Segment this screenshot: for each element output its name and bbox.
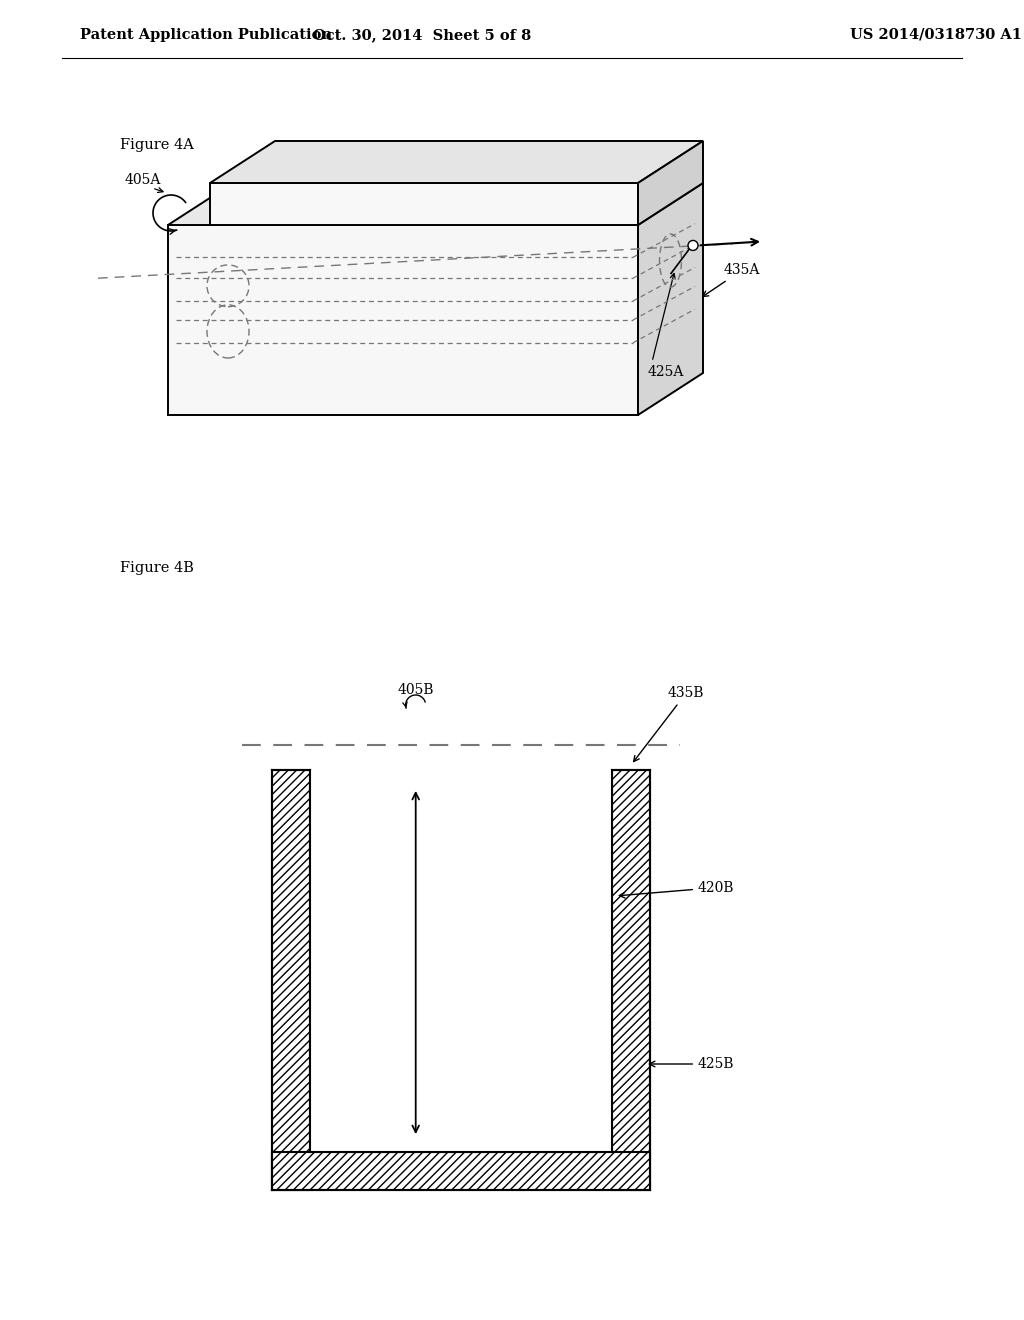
Circle shape [688, 240, 698, 251]
Text: 435A: 435A [702, 263, 761, 297]
Polygon shape [210, 141, 703, 183]
Polygon shape [638, 183, 703, 414]
Text: 425B: 425B [649, 1057, 734, 1071]
Text: 420B: 420B [620, 880, 734, 898]
Text: 405A: 405A [125, 173, 161, 187]
Polygon shape [638, 141, 703, 224]
Text: Oct. 30, 2014  Sheet 5 of 8: Oct. 30, 2014 Sheet 5 of 8 [313, 28, 531, 42]
Polygon shape [168, 224, 638, 414]
Polygon shape [210, 183, 638, 224]
Text: 435C: 435C [426, 956, 463, 969]
Text: US 2014/0318730 A1: US 2014/0318730 A1 [850, 28, 1022, 42]
Text: 420A: 420A [446, 162, 508, 209]
Text: Figure 4B: Figure 4B [120, 561, 194, 576]
Bar [272, 770, 310, 1191]
Polygon shape [168, 183, 703, 224]
Bar [310, 770, 612, 1152]
Bar [612, 770, 650, 1191]
Text: 435B: 435B [634, 686, 705, 762]
Text: Figure 4A: Figure 4A [120, 139, 194, 152]
Bar [272, 1152, 650, 1191]
Text: 405B: 405B [397, 682, 434, 697]
Text: Patent Application Publication: Patent Application Publication [80, 28, 332, 42]
Text: 425A: 425A [648, 366, 684, 379]
